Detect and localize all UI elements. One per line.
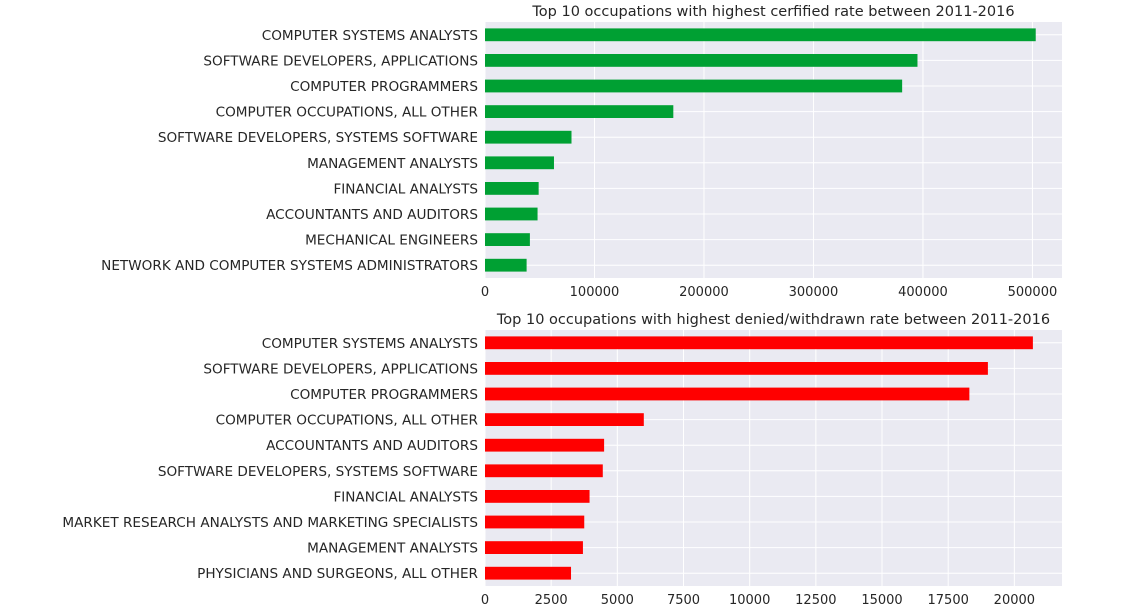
category-label: COMPUTER PROGRAMMERS xyxy=(290,79,478,95)
x-tick-label: 300000 xyxy=(789,285,839,300)
bar xyxy=(485,233,530,246)
category-label: FINANCIAL ANALYSTS xyxy=(333,489,478,505)
category-label: SOFTWARE DEVELOPERS, SYSTEMS SOFTWARE xyxy=(158,464,478,480)
bar xyxy=(485,182,539,195)
category-label: COMPUTER SYSTEMS ANALYSTS xyxy=(262,336,478,352)
x-tick-label: 400000 xyxy=(898,285,948,300)
category-label: PHYSICIANS AND SURGEONS, ALL OTHER xyxy=(197,566,478,582)
category-label: MECHANICAL ENGINEERS xyxy=(305,233,478,249)
x-tick-label: 2500 xyxy=(535,593,568,608)
bar xyxy=(485,336,1033,350)
category-label: ACCOUNTANTS AND AUDITORS xyxy=(266,438,478,454)
bar xyxy=(485,515,585,529)
x-tick-label: 7500 xyxy=(667,593,700,608)
x-tick-label: 10000 xyxy=(729,593,770,608)
bar xyxy=(485,130,572,144)
category-label: SOFTWARE DEVELOPERS, SYSTEMS SOFTWARE xyxy=(158,130,478,146)
x-tick-label: 0 xyxy=(481,285,489,300)
bar xyxy=(485,79,903,93)
category-label: MANAGEMENT ANALYSTS xyxy=(307,541,478,557)
bar xyxy=(485,413,644,426)
x-tick-label: 17500 xyxy=(928,593,969,608)
category-label: MANAGEMENT ANALYSTS xyxy=(307,156,478,172)
bar xyxy=(485,541,583,554)
bar xyxy=(485,105,674,118)
bar xyxy=(485,490,590,503)
bar xyxy=(485,54,918,67)
category-label: COMPUTER OCCUPATIONS, ALL OTHER xyxy=(216,413,479,429)
category-label: ACCOUNTANTS AND AUDITORS xyxy=(266,207,478,223)
x-tick-label: 100000 xyxy=(570,285,620,300)
category-label: NETWORK AND COMPUTER SYSTEMS ADMINISTRAT… xyxy=(101,258,478,274)
x-tick-label: 12500 xyxy=(795,593,836,608)
bar xyxy=(485,362,988,375)
x-tick-label: 5000 xyxy=(601,593,634,608)
category-label: MARKET RESEARCH ANALYSTS AND MARKETING S… xyxy=(62,515,478,531)
category-label: COMPUTER SYSTEMS ANALYSTS xyxy=(262,28,478,44)
x-tick-label: 200000 xyxy=(679,285,729,300)
bar xyxy=(485,438,605,452)
x-tick-label: 500000 xyxy=(1008,285,1058,300)
x-tick-label: 0 xyxy=(481,593,489,608)
bar xyxy=(485,387,970,401)
bar xyxy=(485,28,1036,42)
bar xyxy=(485,566,572,580)
bar xyxy=(485,464,603,478)
bar xyxy=(485,207,538,221)
category-label: SOFTWARE DEVELOPERS, APPLICATIONS xyxy=(203,53,478,69)
certified-chart: COMPUTER SYSTEMS ANALYSTS SOFTWARE DEVELO… xyxy=(101,4,1062,300)
category-label: SOFTWARE DEVELOPERS, APPLICATIONS xyxy=(203,361,478,377)
bar xyxy=(485,258,527,272)
bar xyxy=(485,156,554,170)
x-tick-label: 20000 xyxy=(994,593,1035,608)
category-label: COMPUTER PROGRAMMERS xyxy=(290,387,478,403)
chart-title: Top 10 occupations with highest denied/w… xyxy=(496,312,1050,328)
category-label: COMPUTER OCCUPATIONS, ALL OTHER xyxy=(216,105,479,121)
denied-chart: COMPUTER SYSTEMS ANALYSTS SOFTWARE DEVELO… xyxy=(62,312,1062,608)
x-tick-label: 15000 xyxy=(861,593,902,608)
chart-title: Top 10 occupations with highest cerfifie… xyxy=(531,4,1014,20)
category-label: FINANCIAL ANALYSTS xyxy=(333,181,478,197)
